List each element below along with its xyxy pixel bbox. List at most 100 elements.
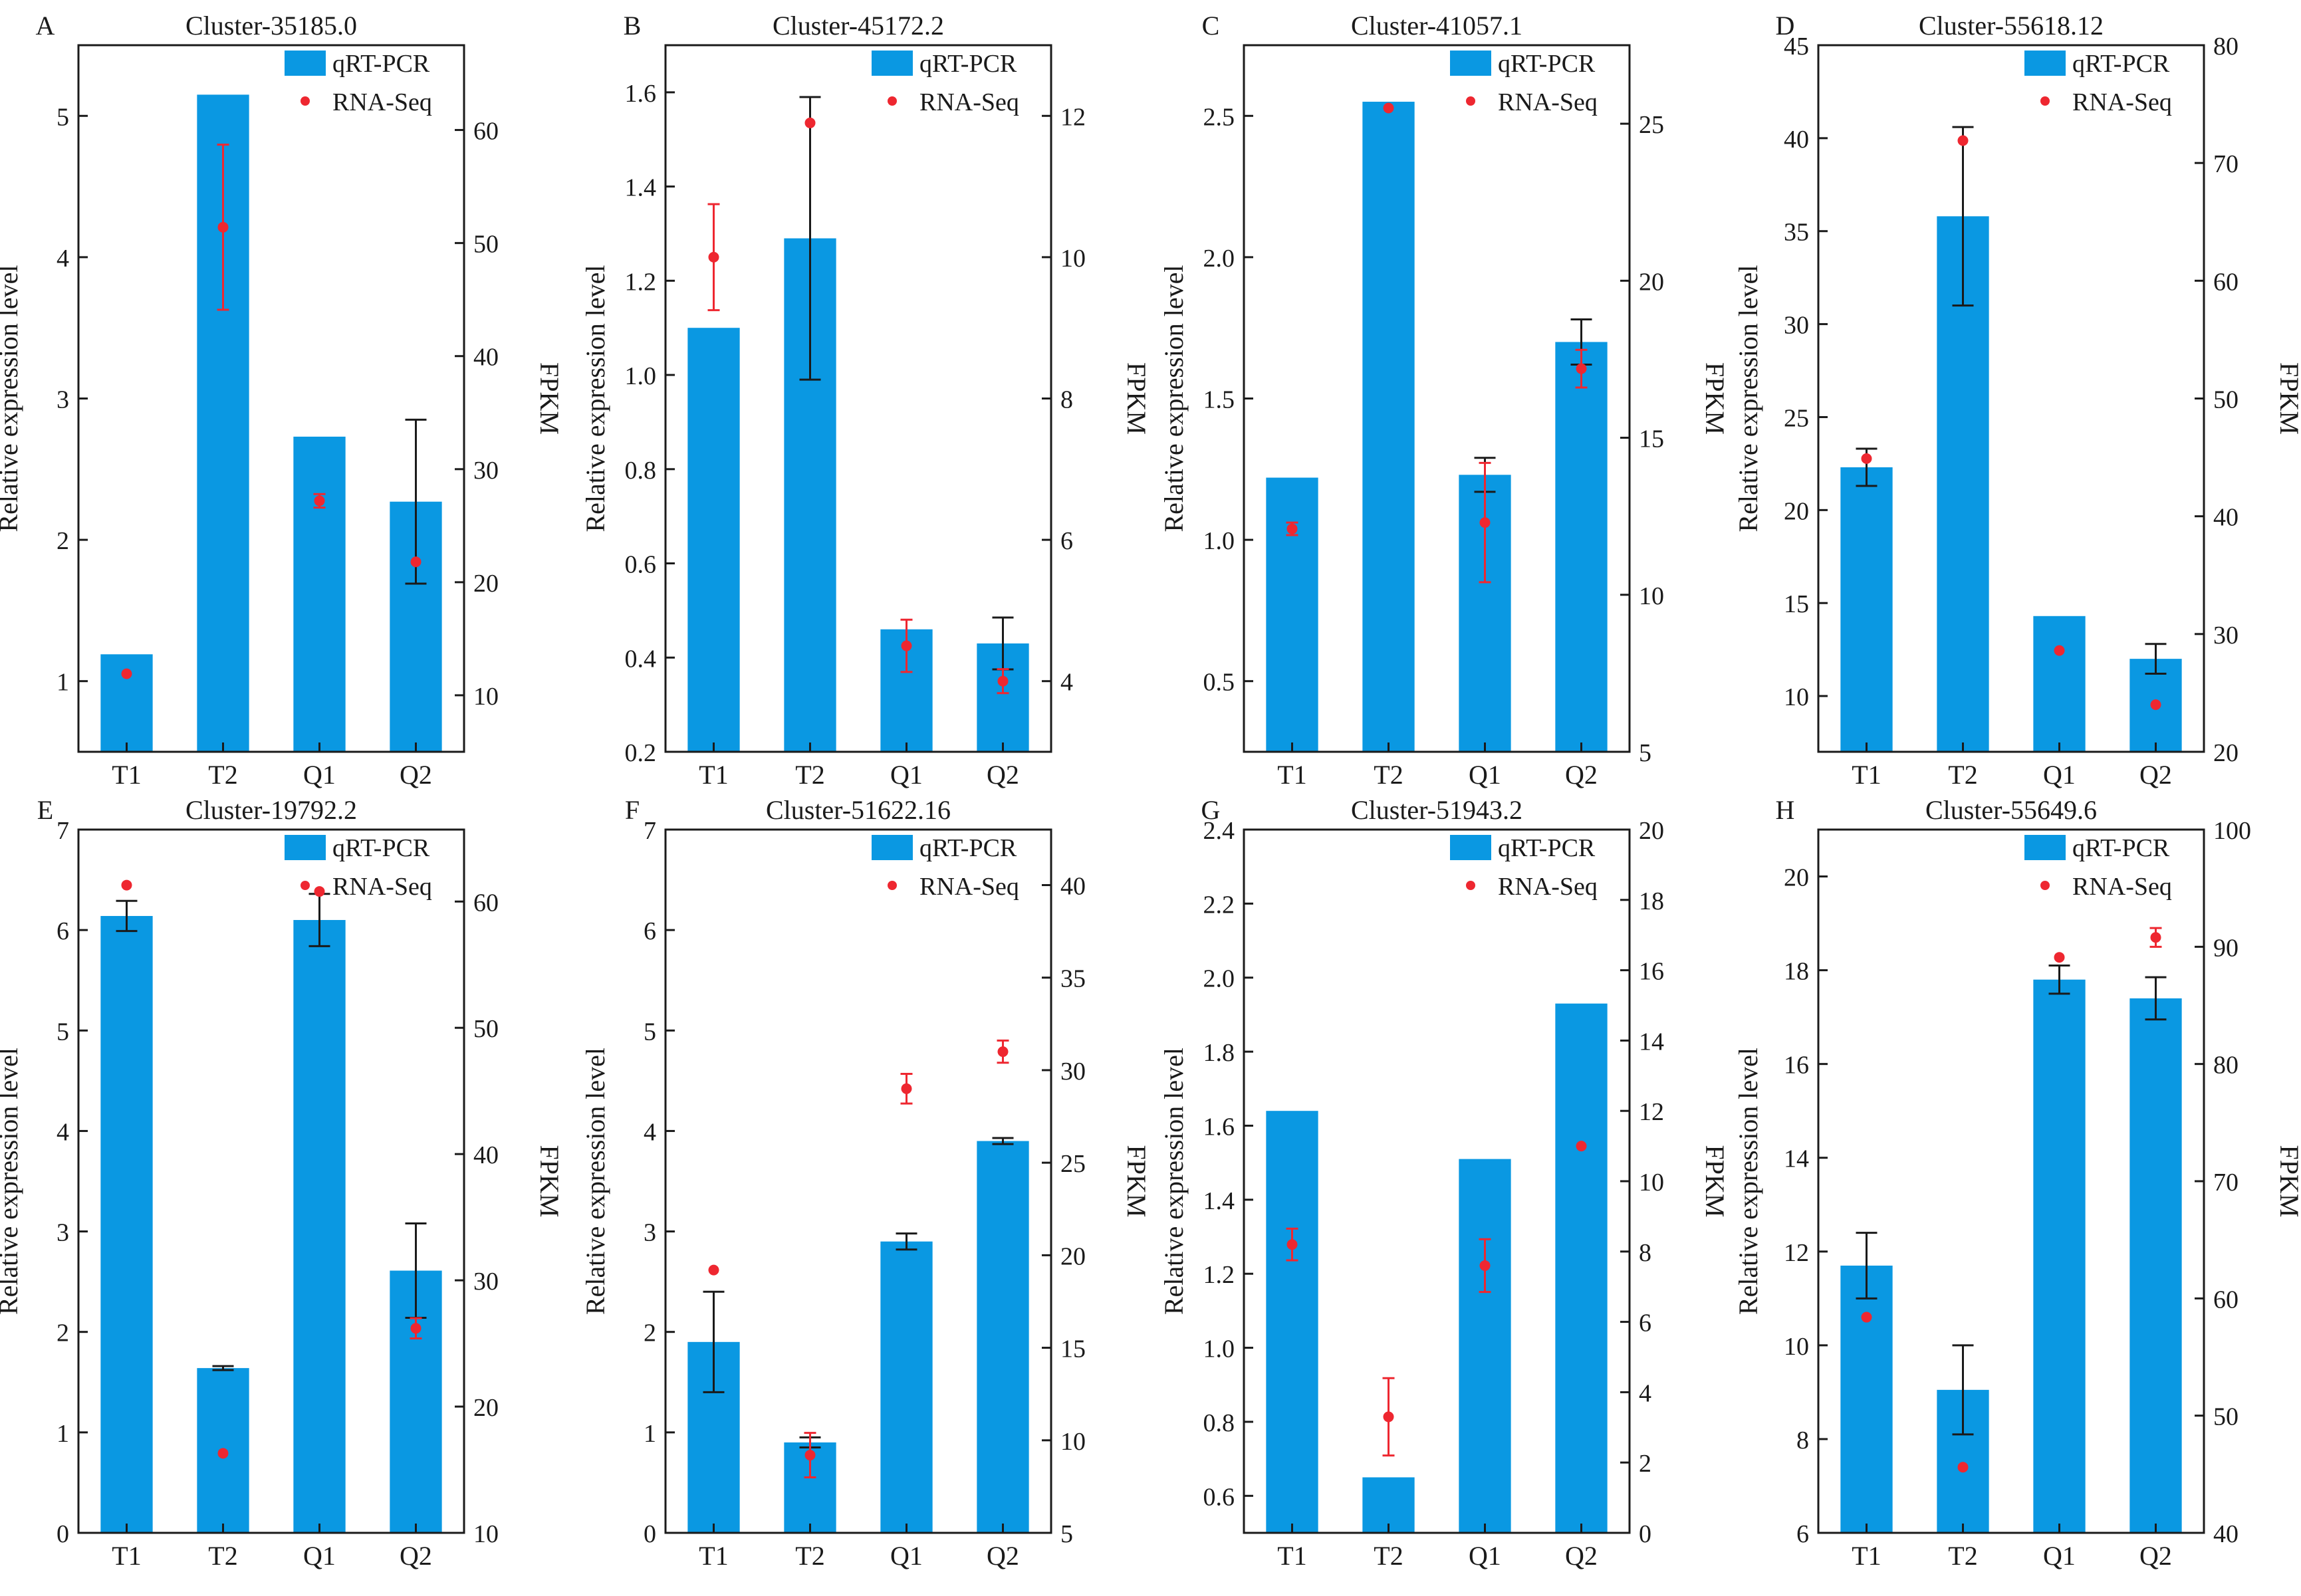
bar-q2 (1555, 1003, 1608, 1533)
y-tick-label: 1.8 (1203, 1039, 1235, 1067)
legend-label-qrt-pcr: qRT-PCR (332, 834, 430, 862)
y-tick-label: 1.4 (625, 174, 657, 202)
bar-t1 (100, 915, 153, 1533)
chart-panel-b: 0.2 0.4 0.6 0.8 1.0 1.2 1.4 1.6 4 6 8 10 12 T1 T2 Q1 Q2 C… (580, 11, 1151, 790)
x-tick-label-q2: Q2 (1565, 760, 1598, 790)
y2-tick-label: 10 (473, 683, 499, 711)
point-q2 (2150, 699, 2161, 711)
y-tick-label: 20 (1784, 864, 1809, 892)
y-axis-label: Relative expression level (0, 1048, 23, 1315)
y2-tick-label: 40 (473, 344, 499, 372)
y2-tick-label: 20 (473, 570, 499, 598)
point-t2 (804, 117, 816, 128)
y-tick-label: 25 (1784, 404, 1809, 432)
y-tick-label: 7 (57, 817, 69, 845)
y-tick-label: 2.4 (1203, 817, 1235, 845)
point-t1 (1861, 1311, 1872, 1323)
chart-title: Cluster-55649.6 (1925, 795, 2097, 825)
y2-tick-label: 15 (1060, 1335, 1086, 1363)
y-tick-label: 1.4 (1203, 1187, 1235, 1215)
y-tick-label: 1.6 (1203, 1113, 1235, 1141)
x-tick-label-q2: Q2 (2139, 1541, 2172, 1571)
chart-panel-d: 10 15 20 25 30 35 40 45 20 30 40 50 60 70 80 T1 T2 Q1 Q2 Cl… (1733, 11, 2301, 790)
bar-q2 (1555, 342, 1608, 752)
x-tick-label-q1: Q1 (1469, 760, 1501, 790)
y-tick-label: 45 (1784, 33, 1809, 60)
bar-error-q2 (2145, 976, 2167, 1021)
legend-point-marker (1466, 881, 1475, 890)
y2-tick-label: 18 (1639, 887, 1664, 915)
y-tick-label: 5 (57, 1018, 69, 1046)
point-q1 (901, 1083, 912, 1094)
legend-label-qrt-pcr: qRT-PCR (919, 50, 1017, 78)
y-axis-label: Relative expression level (0, 265, 23, 532)
y-tick-label: 2 (644, 1319, 656, 1347)
panel-letter: E (37, 795, 53, 825)
x-tick-label-t1: T1 (1277, 760, 1306, 790)
bar-t2 (1362, 102, 1415, 752)
y-tick-label: 20 (1784, 497, 1809, 525)
point-q1 (2054, 952, 2065, 963)
y2-tick-label: 60 (473, 118, 499, 146)
y-tick-label: 1 (57, 1420, 69, 1448)
y2-axis-label: FPKM (2274, 362, 2301, 435)
x-tick-label-t1: T1 (699, 1541, 728, 1571)
y2-tick-label: 10 (1060, 245, 1086, 273)
x-tick-label-q1: Q1 (890, 760, 923, 790)
y-tick-label: 6 (1796, 1520, 1809, 1548)
y2-tick-label: 80 (2213, 33, 2239, 60)
x-tick-label-q2: Q2 (1565, 1541, 1598, 1571)
legend-point-marker (888, 881, 897, 890)
point-t2 (1383, 1411, 1394, 1423)
bar-t1 (1840, 1265, 1893, 1533)
bar-t1 (687, 328, 740, 752)
legend-label-qrt-pcr: qRT-PCR (332, 50, 430, 78)
y-tick-label: 7 (644, 817, 656, 845)
y-tick-label: 3 (57, 1219, 69, 1247)
point-t2 (217, 221, 229, 233)
y-tick-label: 0 (57, 1520, 69, 1548)
bar-q1 (2033, 616, 2086, 752)
y-tick-label: 12 (1784, 1239, 1809, 1267)
bar-q1 (2033, 979, 2086, 1533)
y2-tick-label: 50 (2213, 1403, 2239, 1431)
y-tick-label: 16 (1784, 1052, 1809, 1080)
x-tick-label-t2: T2 (1948, 1541, 1977, 1571)
y-axis-label: Relative expression level (1159, 1048, 1189, 1315)
point-t1 (121, 668, 132, 679)
point-t2 (804, 1450, 816, 1461)
x-tick-label-q1: Q1 (303, 760, 336, 790)
legend-label-rna-seq: RNA-Seq (2072, 873, 2172, 901)
point-t1 (1861, 453, 1872, 464)
bar-error-t1 (1856, 1232, 1877, 1300)
chart-title: Cluster-51943.2 (1351, 795, 1522, 825)
point-t1 (121, 879, 132, 891)
y-axis-label: Relative expression level (1159, 265, 1189, 532)
y2-tick-label: 25 (1060, 1150, 1086, 1178)
x-tick-label-q2: Q2 (987, 760, 1019, 790)
bar-q1 (293, 436, 346, 752)
y-tick-label: 4 (57, 245, 69, 273)
legend-label-rna-seq: RNA-Seq (1498, 88, 1598, 116)
point-q1 (1479, 517, 1491, 528)
x-tick-label-t1: T1 (699, 760, 728, 790)
point-q2 (997, 675, 1009, 687)
legend-label-rna-seq: RNA-Seq (919, 88, 1019, 116)
bar-error-t2 (1952, 1344, 1974, 1436)
point-t1 (1286, 1239, 1298, 1250)
x-tick-label-q1: Q1 (2043, 760, 2076, 790)
y-tick-label: 6 (57, 917, 69, 945)
point-t2 (1957, 135, 1969, 146)
x-tick-label-q2: Q2 (2139, 760, 2172, 790)
y-tick-label: 6 (644, 917, 656, 945)
point-q1 (901, 640, 912, 651)
y-tick-label: 10 (1784, 1333, 1809, 1361)
y2-tick-label: 25 (1639, 111, 1664, 139)
y-tick-label: 2 (57, 527, 69, 555)
chart-title: Cluster-35185.0 (185, 11, 357, 41)
y2-tick-label: 14 (1639, 1028, 1664, 1056)
legend-point-marker (301, 96, 310, 106)
bar-q1 (293, 920, 346, 1533)
y2-tick-label: 15 (1639, 425, 1664, 453)
y2-tick-label: 10 (1639, 582, 1664, 610)
